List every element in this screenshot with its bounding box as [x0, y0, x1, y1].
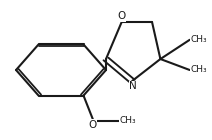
Text: CH₃: CH₃ — [120, 116, 136, 125]
Text: O: O — [88, 120, 96, 130]
Text: O: O — [118, 11, 126, 21]
Text: N: N — [129, 81, 137, 91]
Text: CH₃: CH₃ — [191, 35, 207, 44]
Text: CH₃: CH₃ — [191, 66, 207, 74]
